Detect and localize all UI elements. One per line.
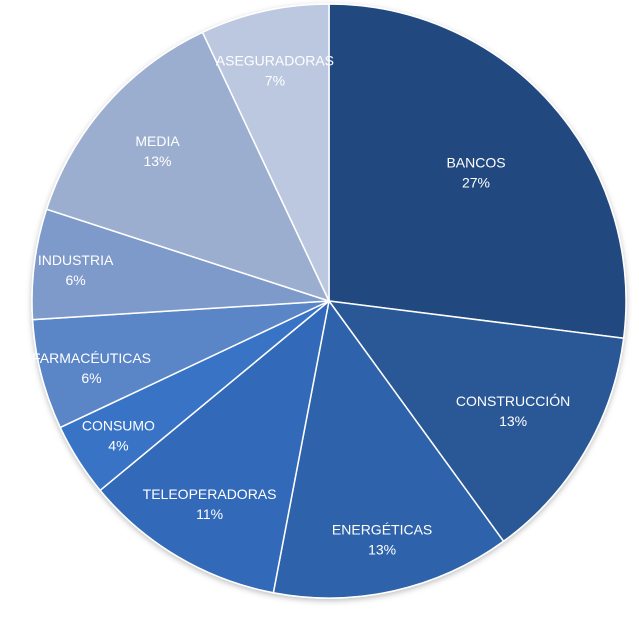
pie-slice-teleoperadoras xyxy=(99,299,331,594)
slice-label-farmaceuticas: FARMACÉUTICAS xyxy=(32,350,151,366)
pie-slice-aseguradoras xyxy=(201,3,330,302)
slice-label-consumo: CONSUMO xyxy=(82,418,155,434)
slice-label-bancos: BANCOS xyxy=(446,154,505,170)
pie-slices xyxy=(31,3,627,599)
pie-slice-media xyxy=(45,31,331,303)
pie-slice-energeticas xyxy=(272,299,505,599)
slice-label-media: MEDIA xyxy=(135,133,180,149)
pie-labels: BANCOS 27% CONSTRUCCIÓN 13% ENERGÉTICAS 13% TE… xyxy=(32,53,570,558)
pie-slice-bancos xyxy=(328,3,627,340)
pie-slice-construccion xyxy=(327,300,625,543)
slice-label-industria: INDUSTRIA xyxy=(38,252,114,268)
slice-value-bancos: 27% xyxy=(462,174,490,190)
slice-value-media: 13% xyxy=(143,153,171,169)
slice-value-aseguradoras: 7% xyxy=(265,73,285,89)
slice-value-consumo: 4% xyxy=(108,438,128,454)
slice-value-industria: 6% xyxy=(65,272,85,288)
slice-label-aseguradoras: ASEGURADORAS xyxy=(216,53,334,69)
slice-value-teleoperadoras: 11% xyxy=(196,506,223,522)
slice-value-energeticas: 13% xyxy=(368,542,396,558)
slice-value-construccion: 13% xyxy=(499,413,527,429)
slice-label-construccion: CONSTRUCCIÓN xyxy=(456,393,570,409)
slice-label-energeticas: ENERGÉTICAS xyxy=(332,522,432,538)
slice-value-farmaceuticas: 6% xyxy=(81,370,101,386)
slice-label-teleoperadoras: TELEOPERADORAS xyxy=(143,486,277,502)
